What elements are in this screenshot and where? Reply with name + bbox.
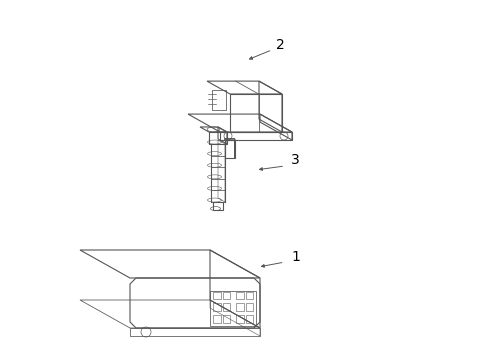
Text: 3: 3 bbox=[290, 153, 299, 167]
Text: 1: 1 bbox=[290, 251, 299, 264]
Text: 2: 2 bbox=[276, 38, 285, 52]
